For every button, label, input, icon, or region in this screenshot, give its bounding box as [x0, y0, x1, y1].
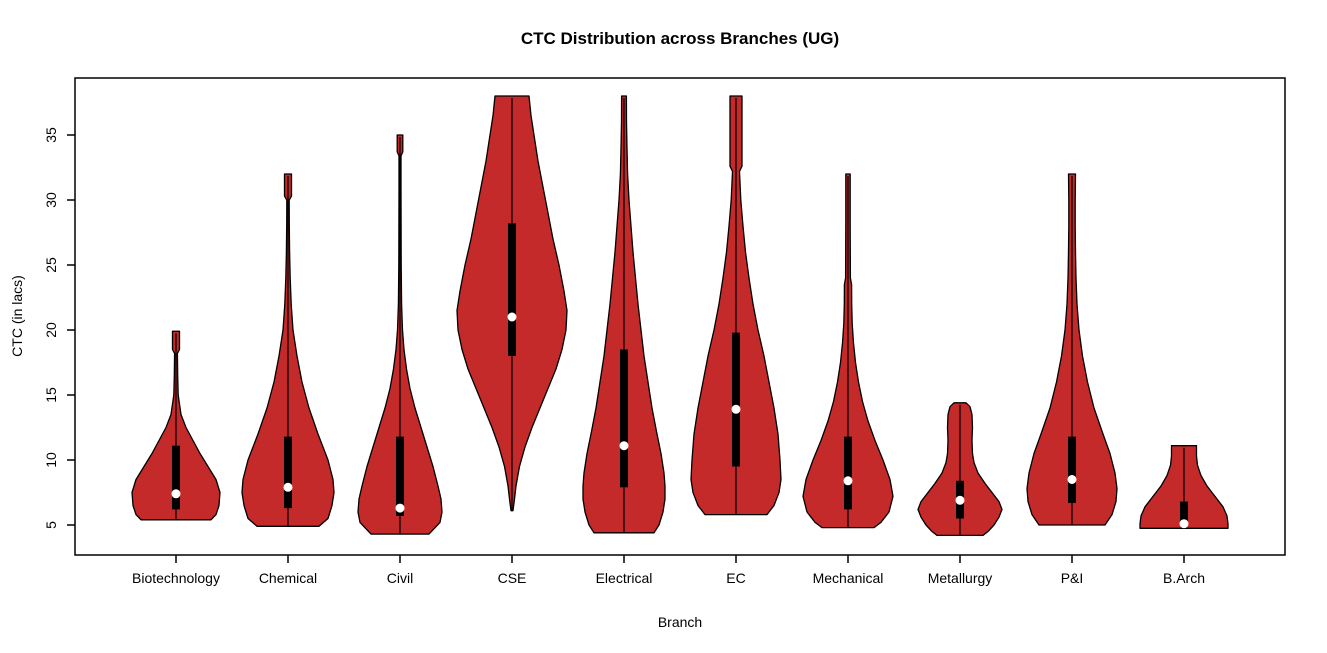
- y-tick-label: 10: [43, 452, 59, 468]
- x-tick-label-metallurgy: Metallurgy: [928, 570, 993, 586]
- median-dot-biotechnology: [171, 489, 181, 499]
- x-tick-label-cse: CSE: [498, 570, 527, 586]
- plot-border: [74, 77, 1286, 556]
- median-dot-metallurgy: [955, 495, 965, 505]
- median-dot-cse: [507, 312, 517, 322]
- iqr-box-chemical: [284, 436, 292, 509]
- y-axis-title: CTC (in lacs): [9, 275, 25, 357]
- median-dot-b-arch: [1179, 519, 1189, 529]
- plot-area: 5 10 15 20 25 30 35 Biotechnology Chemical Civil C…: [43, 95, 1229, 586]
- x-tick-label-mechanical: Mechanical: [813, 570, 884, 586]
- y-tick-label: 15: [43, 387, 59, 403]
- iqr-box-civil: [396, 436, 404, 516]
- x-tick-label-chemical: Chemical: [259, 570, 317, 586]
- median-dot-civil: [395, 503, 405, 513]
- y-tick-label: 25: [43, 257, 59, 273]
- chart-title: CTC Distribution across Branches (UG): [521, 29, 839, 48]
- iqr-box-b-arch: [1180, 501, 1188, 525]
- iqr-box-ec: [732, 332, 740, 467]
- x-tick-label-biotechnology: Biotechnology: [132, 570, 220, 586]
- iqr-box-mechanical: [844, 436, 852, 510]
- x-tick-label-civil: Civil: [387, 570, 413, 586]
- median-dot-electrical: [619, 441, 629, 451]
- x-tick-label-b-arch: B.Arch: [1163, 570, 1205, 586]
- x-tick-label-ec: EC: [726, 570, 745, 586]
- median-dot-ec: [731, 404, 741, 414]
- y-tick-label: 35: [43, 127, 59, 143]
- y-tick-label: 30: [43, 192, 59, 208]
- iqr-box-electrical: [620, 349, 628, 488]
- iqr-box-biotechnology: [172, 445, 180, 510]
- y-tick-label: 20: [43, 322, 59, 338]
- x-axis-title: Branch: [658, 614, 702, 630]
- median-dot-mechanical: [843, 476, 853, 486]
- median-dot-chemical: [283, 482, 293, 492]
- y-tick-label: 5: [43, 521, 59, 529]
- iqr-box-cse: [508, 223, 516, 356]
- median-dot-p-i: [1067, 475, 1077, 484]
- x-tick-label-electrical: Electrical: [596, 570, 653, 586]
- iqr-box-p-i: [1068, 436, 1076, 503]
- x-tick-label-p-i: P&I: [1061, 570, 1084, 586]
